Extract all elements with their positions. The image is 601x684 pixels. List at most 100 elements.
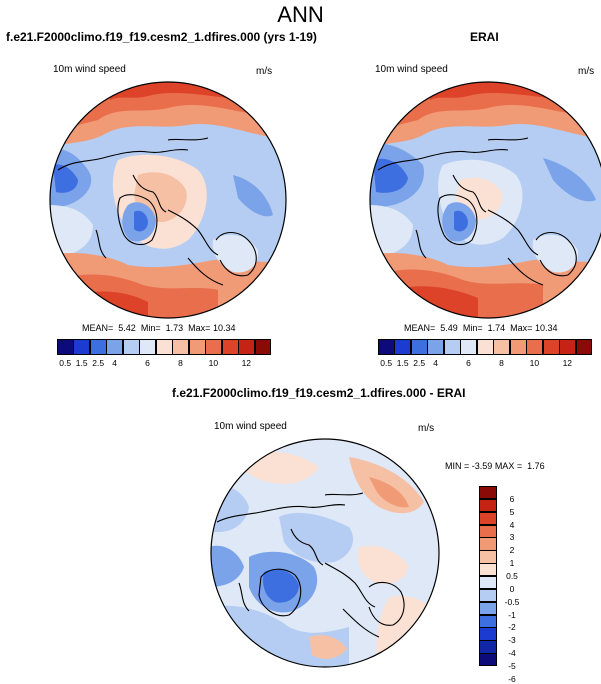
colorbar-cell — [559, 339, 577, 355]
colorbar-cell — [479, 511, 497, 526]
colorbar-tick-label: 2.5 — [92, 358, 105, 368]
left-colorbar-labels: 0.5 1.5 2.5 4 6 8 10 12 — [57, 358, 271, 370]
diff-colorbar — [479, 486, 497, 667]
colorbar-tick-label: 6 — [145, 358, 150, 368]
left-max-value: 10.34 — [212, 323, 236, 333]
left-variable-label: 10m wind speed — [53, 64, 126, 75]
diff-colorbar-labels: 6 5 4 3 2 1 0.5 0 -0.5 -1 -2 -3 -4 -5 -6 — [497, 486, 527, 684]
colorbar-cell — [205, 339, 223, 355]
colorbar-cell — [479, 601, 497, 616]
colorbar-tick-label: -2 — [508, 622, 516, 633]
page-title: ANN — [277, 2, 324, 27]
colorbar-cell — [479, 486, 497, 500]
colorbar-cell — [427, 339, 445, 355]
colorbar-tick-label: -4 — [508, 648, 516, 659]
colorbar-tick-label: 0.5 — [380, 358, 393, 368]
right-min-value: 1.74 — [487, 323, 506, 333]
diff-polar-map — [210, 438, 440, 668]
colorbar-cell — [542, 339, 560, 355]
colorbar-tick-label: 3 — [509, 532, 515, 543]
right-mean-value: 5.49 — [440, 323, 458, 333]
colorbar-cell — [155, 339, 173, 355]
colorbar-cell — [410, 339, 428, 355]
colorbar-tick-label: 1.5 — [396, 358, 409, 368]
colorbar-cell — [221, 339, 239, 355]
colorbar-cell — [479, 498, 497, 513]
colorbar-cell — [172, 339, 190, 355]
colorbar-cell — [394, 339, 412, 355]
colorbar-tick-label: 10 — [529, 358, 540, 368]
colorbar-tick-label: 0.5 — [59, 358, 72, 368]
left-max-label: Max= — [188, 323, 211, 333]
left-polar-map — [49, 81, 287, 319]
right-colorbar — [378, 339, 593, 355]
diff-variable-label: 10m wind speed — [214, 421, 287, 432]
colorbar-cell — [73, 339, 91, 355]
colorbar-tick-label: -3 — [508, 635, 516, 646]
diff-units-label: m/s — [418, 423, 435, 434]
colorbar-tick-label: 1 — [509, 558, 515, 569]
colorbar-cell — [479, 640, 497, 654]
right-max-label: Max= — [510, 323, 533, 333]
colorbar-tick-label: -1 — [508, 609, 516, 620]
colorbar-tick-label: 5 — [509, 506, 515, 517]
colorbar-tick-label: 8 — [499, 358, 504, 368]
diff-case-title: f.e21.F2000climo.f19_f19.cesm2_1.dfires.… — [172, 386, 466, 400]
colorbar-cell — [479, 614, 497, 628]
colorbar-tick-label: 6 — [466, 358, 471, 368]
right-units-label: m/s — [578, 66, 595, 77]
colorbar-tick-label: -6 — [508, 673, 516, 684]
colorbar-cell — [479, 588, 497, 603]
left-colorbar — [57, 339, 272, 355]
colorbar-cell — [378, 339, 395, 355]
right-polar-map — [369, 81, 601, 319]
colorbar-tick-label: 12 — [241, 358, 252, 368]
model-case-title: f.e21.F2000climo.f19_f19.cesm2_1.dfires.… — [6, 30, 317, 44]
colorbar-tick-label: -0.5 — [504, 596, 520, 607]
colorbar-cell — [509, 339, 527, 355]
left-mean-value: 5.42 — [118, 323, 136, 333]
colorbar-cell — [254, 339, 272, 355]
colorbar-cell — [479, 653, 497, 667]
colorbar-cell — [188, 339, 206, 355]
right-colorbar-labels: 0.5 1.5 2.5 4 6 8 10 12 — [378, 358, 592, 370]
diff-max-label: MAX = — [494, 461, 523, 471]
colorbar-cell — [460, 339, 478, 355]
diff-min-label: MIN = — [445, 461, 470, 471]
colorbar-tick-label: 12 — [562, 358, 573, 368]
colorbar-cell — [526, 339, 544, 355]
colorbar-tick-label: 4 — [112, 358, 117, 368]
diff-stats: MIN = -3.59 MAX = 1.76 — [445, 461, 545, 471]
colorbar-tick-label: 4 — [433, 358, 438, 368]
colorbar-tick-label: 2.5 — [413, 358, 426, 368]
obs-case-title: ERAI — [470, 30, 499, 44]
colorbar-cell — [122, 339, 140, 355]
colorbar-tick-label: 6 — [509, 493, 515, 504]
colorbar-cell — [57, 339, 74, 355]
colorbar-cell — [479, 563, 497, 577]
colorbar-tick-label: 2 — [509, 545, 515, 556]
right-max-value: 10.34 — [534, 323, 558, 333]
colorbar-tick-label: 0 — [509, 583, 515, 594]
colorbar-cell — [89, 339, 107, 355]
right-variable-label: 10m wind speed — [375, 64, 448, 75]
left-stats: MEAN= 5.42 Min= 1.73 Max= 10.34 — [82, 323, 235, 333]
colorbar-cell — [479, 576, 497, 590]
colorbar-cell — [493, 339, 511, 355]
colorbar-cell — [575, 339, 593, 355]
colorbar-cell — [443, 339, 461, 355]
colorbar-tick-label: 8 — [178, 358, 183, 368]
colorbar-tick-label: 1.5 — [75, 358, 88, 368]
left-min-value: 1.73 — [165, 323, 184, 333]
left-units-label: m/s — [256, 66, 273, 77]
diff-max-value: 1.76 — [527, 461, 545, 471]
right-mean-label: MEAN= — [404, 323, 436, 333]
colorbar-cell — [238, 339, 256, 355]
left-min-label: Min= — [140, 323, 161, 333]
colorbar-cell — [476, 339, 494, 355]
colorbar-tick-label: -5 — [508, 661, 516, 671]
colorbar-tick-label: 0.5 — [506, 571, 518, 581]
colorbar-cell — [139, 339, 157, 355]
right-min-label: Min= — [462, 323, 483, 333]
colorbar-cell — [479, 550, 497, 564]
